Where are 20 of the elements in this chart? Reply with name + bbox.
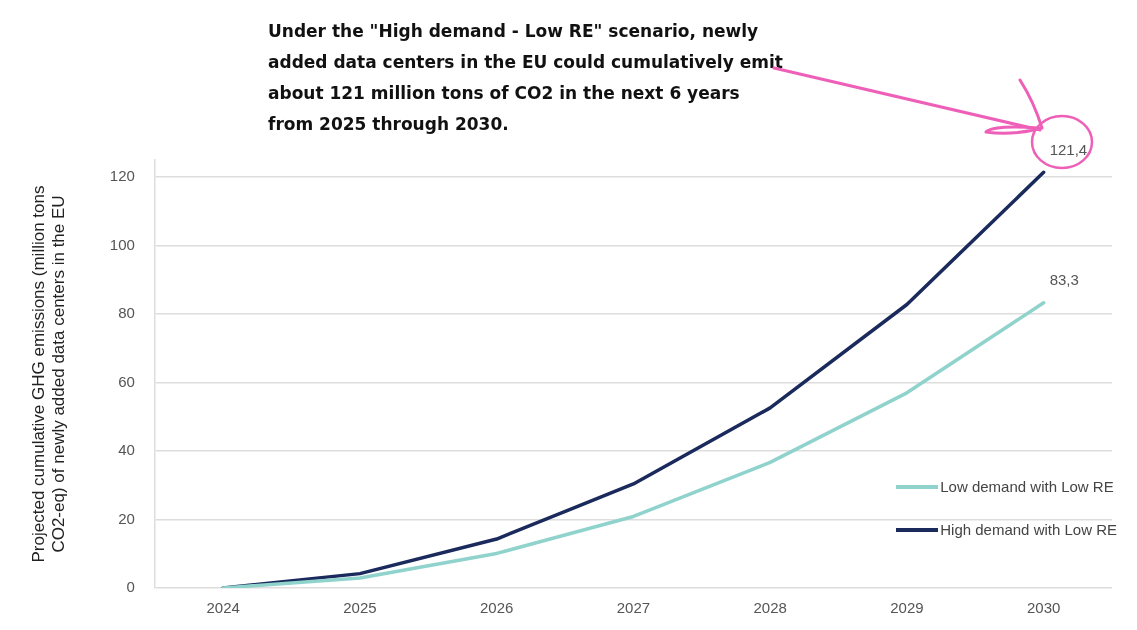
x-tick-label: 2029 xyxy=(890,599,924,617)
y-tick-label: 20 xyxy=(118,509,135,527)
legend-label: High demand with Low RE xyxy=(940,521,1117,538)
y-tick-label: 120 xyxy=(109,167,135,185)
y-tick-label: 0 xyxy=(126,578,135,596)
x-tick-label: 2030 xyxy=(1026,599,1061,617)
y-tick-label: 80 xyxy=(118,304,135,322)
x-tick-label: 2028 xyxy=(753,599,787,617)
y-tick-label: 60 xyxy=(118,372,135,390)
data-label: 83,3 xyxy=(1049,271,1079,289)
x-tick-label: 2027 xyxy=(616,599,651,617)
x-tick-label: 2026 xyxy=(479,599,514,617)
text: Under the "High demand - Low RE" scenario, newly added data centers in the EU could cumulatively emit about 121 million tons of CO2 in the next 6 years from 2025 through 2030. xyxy=(268,20,784,136)
y-tick-label: 100 xyxy=(109,235,135,253)
data-label: 121,4 xyxy=(1049,140,1088,158)
x-tick-label: 2025 xyxy=(343,599,377,617)
y-axis-title: Projected cumulative GHG emissions (million tons CO2-eq) of newly added data centers in the EU xyxy=(28,185,69,563)
y-tick-label: 40 xyxy=(118,441,135,459)
x-tick-label: 2024 xyxy=(206,599,240,617)
legend-label: Low demand with Low RE xyxy=(940,478,1114,495)
